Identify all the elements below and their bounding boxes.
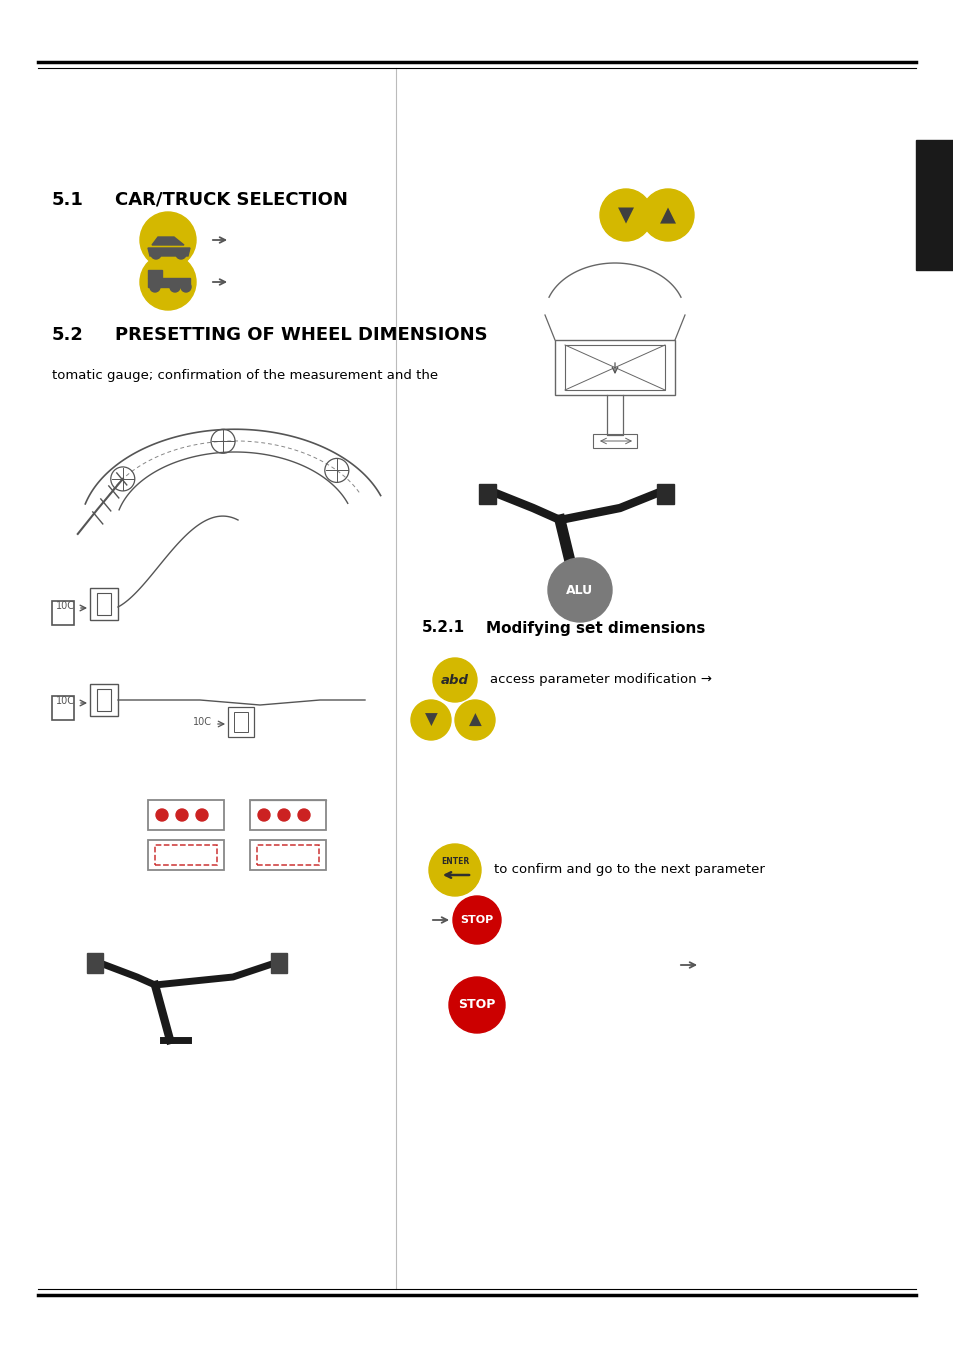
Bar [148,801,224,830]
Text: access parameter modification →: access parameter modification → [490,674,711,687]
Text: ▲: ▲ [468,711,481,729]
Text: STOP: STOP [457,999,496,1011]
Text: abd: abd [440,674,469,687]
Bar [250,840,326,869]
Bar [593,433,637,448]
Polygon shape [152,238,184,244]
Bar [915,140,953,270]
Text: CAR/TRUCK SELECTION: CAR/TRUCK SELECTION [115,190,348,209]
Circle shape [641,189,693,242]
Text: ▬: ▬ [162,234,173,247]
Circle shape [175,248,186,259]
Circle shape [195,809,208,821]
Text: STOP: STOP [460,915,493,925]
Polygon shape [148,278,190,288]
Bar [90,684,118,716]
Circle shape [181,282,191,292]
Circle shape [547,558,612,622]
Bar [154,845,216,865]
Circle shape [433,657,476,702]
Circle shape [429,844,480,896]
Circle shape [297,809,310,821]
Circle shape [150,282,160,292]
Text: ▲: ▲ [659,205,676,225]
Circle shape [140,254,195,310]
Text: to confirm and go to the next parameter: to confirm and go to the next parameter [494,864,764,876]
Bar [478,485,496,504]
Circle shape [175,809,188,821]
Text: 5.2.1: 5.2.1 [421,621,465,636]
Text: 5.2: 5.2 [52,325,84,344]
Circle shape [599,189,651,242]
Bar [555,340,675,396]
Text: 10C: 10C [56,601,75,612]
Polygon shape [148,270,162,278]
Circle shape [156,809,168,821]
Bar [90,589,118,620]
Text: 5.1: 5.1 [52,190,84,209]
Text: Modifying set dimensions: Modifying set dimensions [485,621,704,636]
Bar [97,593,111,616]
Bar [52,697,74,720]
Bar [250,801,326,830]
Circle shape [411,701,451,740]
Bar [256,845,318,865]
Circle shape [455,701,495,740]
Circle shape [453,896,500,944]
Text: ALU: ALU [566,583,593,597]
Circle shape [257,809,270,821]
Text: PRESETTING OF WHEEL DIMENSIONS: PRESETTING OF WHEEL DIMENSIONS [115,325,487,344]
Bar [87,953,103,973]
Bar [228,707,253,737]
Text: 10C: 10C [56,697,75,706]
Circle shape [449,977,504,1033]
Text: 10C: 10C [193,717,212,728]
Bar [657,485,673,504]
Circle shape [151,248,161,259]
Circle shape [170,282,180,292]
Circle shape [140,212,195,269]
Text: ▼: ▼ [618,205,634,225]
Bar [148,840,224,869]
Text: ENTER: ENTER [440,857,469,867]
Polygon shape [148,248,190,256]
Bar [97,688,111,711]
Text: ▼: ▼ [424,711,436,729]
Circle shape [277,809,290,821]
Bar [271,953,287,973]
Text: tomatic gauge; confirmation of the measurement and the: tomatic gauge; confirmation of the measu… [52,369,437,382]
Bar [52,601,74,625]
Bar [564,346,664,390]
Bar [233,711,248,732]
